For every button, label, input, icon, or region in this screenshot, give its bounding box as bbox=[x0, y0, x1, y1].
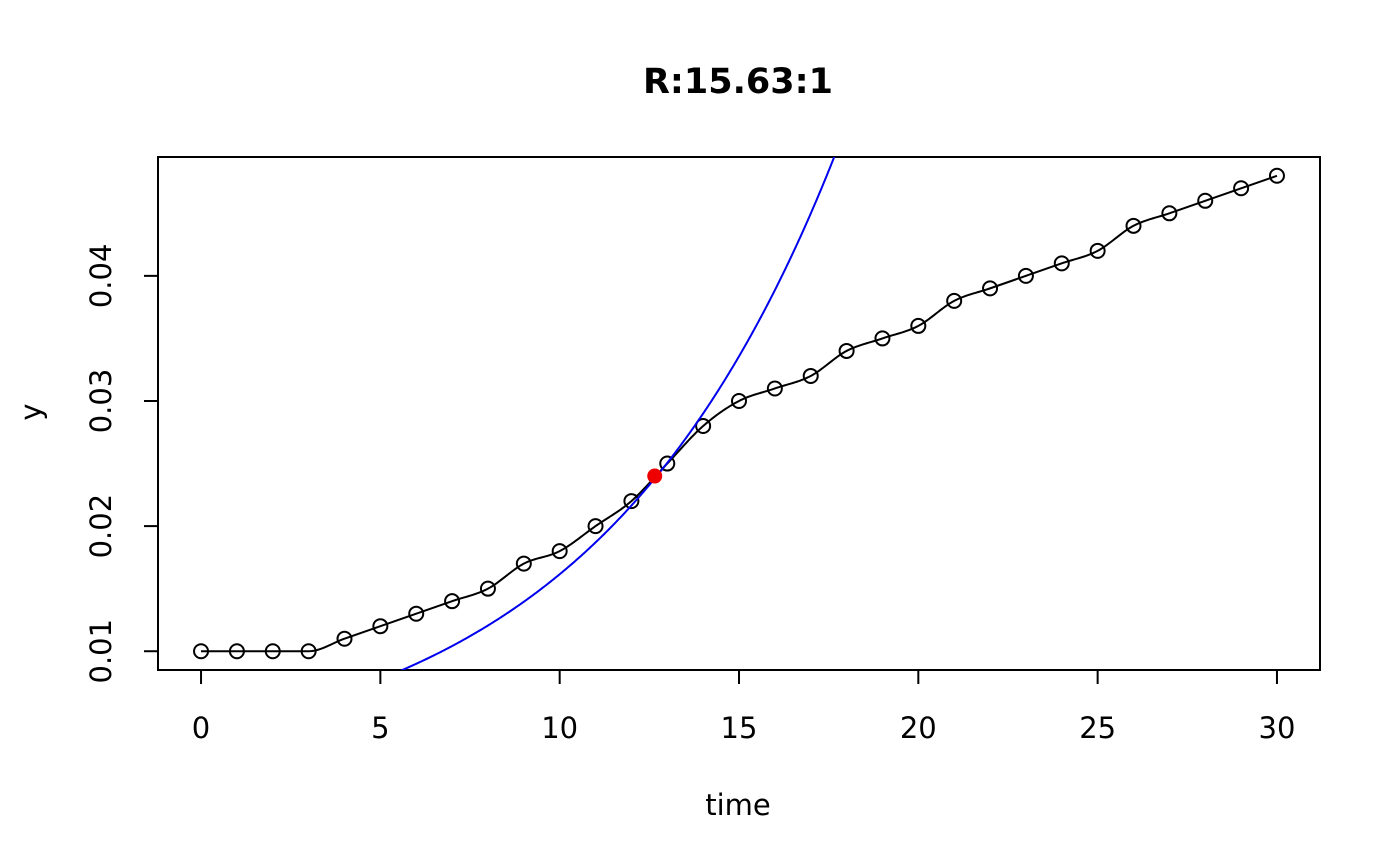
data-point bbox=[1197, 192, 1214, 209]
data-point bbox=[1125, 217, 1142, 234]
data-point bbox=[300, 643, 317, 660]
y-tick-label: 0.01 bbox=[84, 619, 118, 684]
data-point bbox=[659, 455, 676, 472]
data-point bbox=[766, 380, 783, 397]
x-tick-label: 10 bbox=[541, 711, 578, 745]
data-point bbox=[731, 392, 747, 409]
data-point bbox=[587, 518, 604, 535]
data-point bbox=[408, 605, 425, 622]
y-tick-label: 0.04 bbox=[84, 244, 118, 309]
series-layer bbox=[193, 157, 1285, 670]
x-tick-label: 15 bbox=[721, 711, 758, 745]
data-point bbox=[838, 342, 855, 359]
data-point bbox=[551, 543, 568, 560]
data-point bbox=[444, 593, 461, 610]
max-rate-point bbox=[647, 468, 663, 484]
x-axis: 0 5 10 15 20 25 30 bbox=[192, 669, 1296, 745]
y-tick-label: 0.02 bbox=[84, 494, 118, 559]
data-point bbox=[874, 330, 891, 347]
data-point bbox=[1268, 167, 1285, 184]
data-point bbox=[372, 618, 389, 635]
data-point bbox=[515, 555, 532, 572]
data-point bbox=[228, 643, 245, 660]
data-point bbox=[336, 630, 353, 647]
data-point bbox=[479, 580, 496, 597]
chart-title: R:15.63:1 bbox=[643, 62, 833, 102]
y-axis-label: y bbox=[14, 403, 48, 420]
data-point bbox=[982, 280, 999, 297]
data-point bbox=[946, 292, 963, 309]
x-tick-label: 30 bbox=[1259, 711, 1296, 745]
data-point bbox=[802, 367, 819, 384]
data-point bbox=[695, 418, 712, 435]
plot-frame bbox=[157, 156, 1321, 671]
data-point bbox=[1053, 255, 1070, 272]
data-point bbox=[1233, 180, 1250, 197]
data-point bbox=[1017, 267, 1034, 284]
x-tick-label: 20 bbox=[900, 711, 937, 745]
y-tick-label: 0.03 bbox=[84, 369, 118, 434]
x-tick-label: 5 bbox=[371, 711, 389, 745]
x-tick-label: 25 bbox=[1079, 711, 1116, 745]
x-axis-label: time bbox=[705, 788, 771, 822]
data-point bbox=[264, 643, 281, 660]
x-tick-label: 0 bbox=[192, 711, 210, 745]
smoothed-data-line bbox=[201, 174, 1278, 653]
data-point bbox=[1089, 242, 1106, 259]
exponential-fit-curve bbox=[399, 157, 836, 670]
data-point bbox=[910, 317, 927, 334]
data-point bbox=[193, 643, 210, 660]
data-point bbox=[1161, 205, 1178, 222]
y-axis: 0.01 0.02 0.03 0.04 bbox=[84, 244, 159, 684]
data-point bbox=[623, 493, 640, 510]
